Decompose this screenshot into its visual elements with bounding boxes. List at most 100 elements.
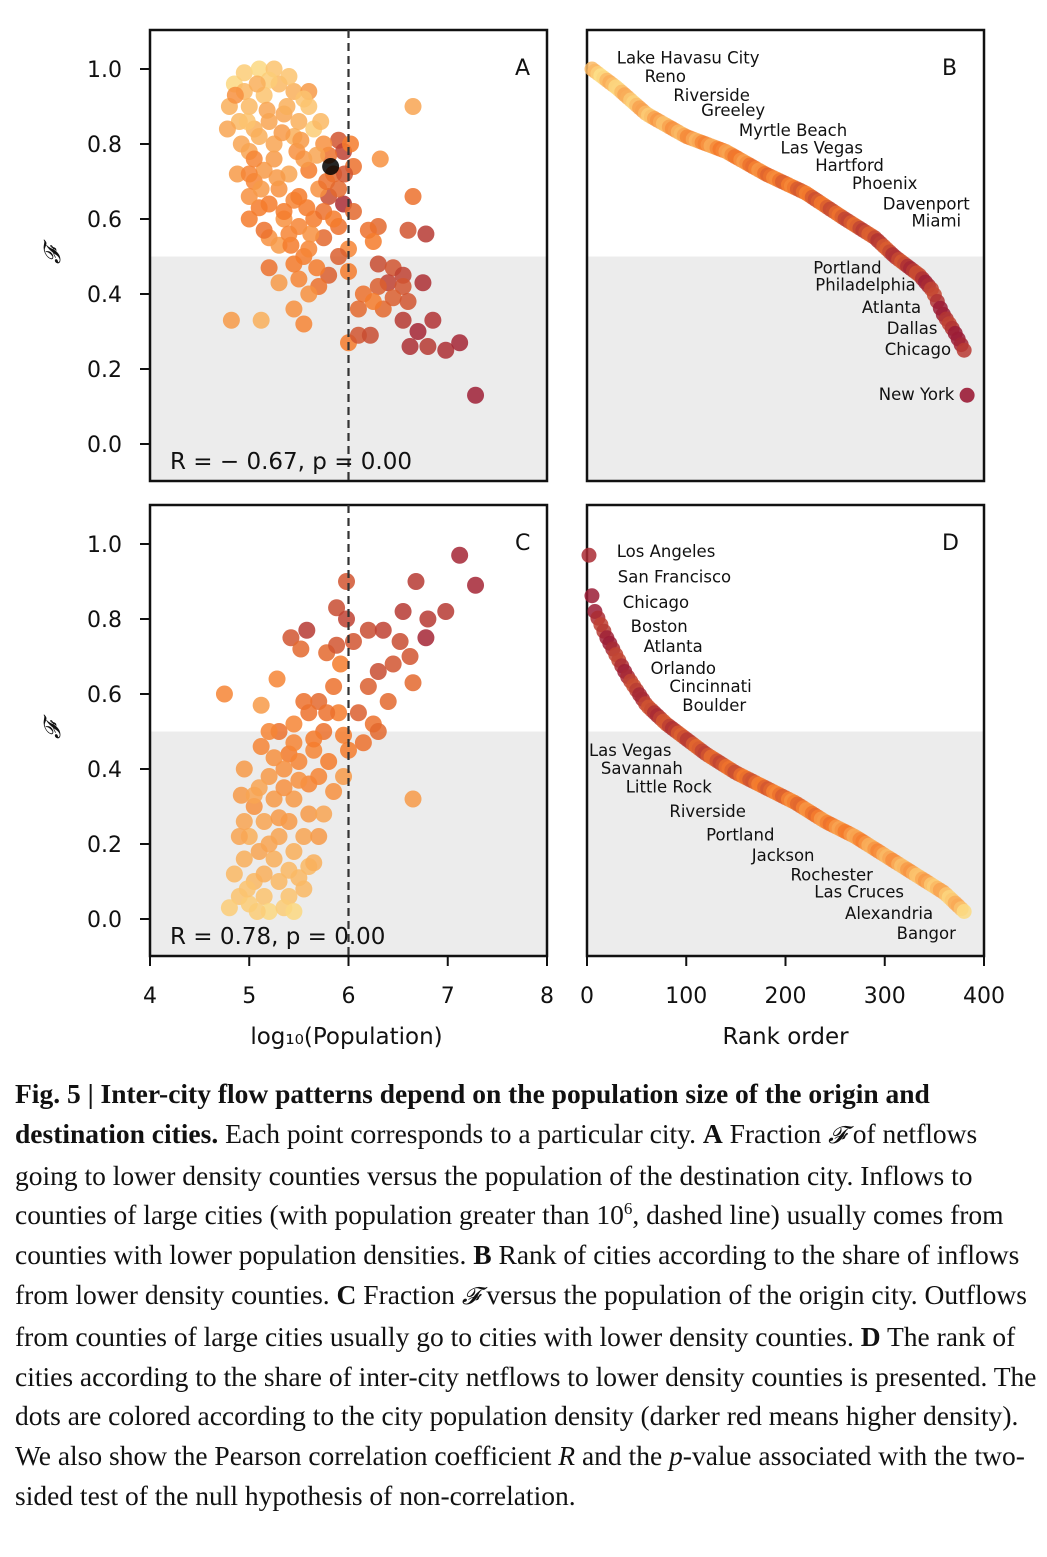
data-point — [305, 854, 323, 872]
y-tick-label: 0.8 — [87, 133, 122, 158]
city-label: Phoenix — [852, 174, 918, 193]
data-point — [451, 334, 469, 352]
data-point — [467, 386, 485, 404]
data-point — [394, 603, 412, 620]
city-label: Myrtle Beach — [739, 121, 847, 140]
data-point — [320, 753, 338, 770]
data-point — [414, 274, 432, 292]
caption-c-text-1: Fraction — [356, 1278, 462, 1310]
city-label: Lake Havasu City — [617, 48, 760, 67]
city-label: Chicago — [623, 593, 689, 612]
data-point — [215, 685, 233, 703]
city-label: Philadelphia — [815, 275, 916, 294]
caption-c-letter: C — [336, 1278, 357, 1310]
data-point — [325, 678, 343, 695]
data-point — [394, 278, 412, 295]
data-point — [384, 655, 402, 673]
y-tick-label: 0.6 — [87, 683, 122, 708]
data-point — [268, 169, 286, 187]
x-tick-label: 4 — [143, 984, 157, 1009]
data-point — [359, 621, 377, 639]
data-point — [322, 158, 340, 175]
data-point — [300, 240, 318, 258]
data-point — [220, 899, 238, 917]
data-point — [226, 86, 244, 104]
data-point — [379, 693, 397, 710]
data-point — [240, 210, 258, 228]
city-label: Riverside — [673, 86, 750, 105]
y-tick-label: 0.2 — [87, 358, 122, 383]
y-tick-label: 0.2 — [87, 833, 122, 858]
y-axis-label: 𝓕 — [40, 239, 66, 264]
data-point — [300, 704, 318, 722]
y-tick-label: 1.0 — [87, 533, 122, 558]
data-point — [298, 199, 316, 217]
data-point — [245, 786, 263, 804]
data-point — [270, 236, 288, 254]
data-point — [581, 547, 597, 563]
panel-b: Lake Havasu CityRenoRiversideGreeleyMyrt… — [584, 28, 986, 483]
data-point — [248, 903, 266, 920]
x-axis-label: Rank order — [722, 1024, 849, 1050]
city-label: San Francisco — [618, 568, 731, 587]
caption-d-letter: D — [860, 1320, 881, 1352]
data-point — [248, 75, 266, 93]
data-point — [956, 904, 972, 919]
data-point — [399, 221, 417, 239]
y-tick-label: 0.4 — [87, 283, 122, 308]
caption-c-text-2: versus the population of the origin city… — [15, 1278, 1027, 1352]
caption-f-symbol-2: 𝓕 — [461, 1281, 480, 1310]
data-point — [369, 255, 387, 273]
data-point — [280, 68, 298, 85]
caption-r-symbol: R — [558, 1440, 576, 1472]
data-point — [419, 338, 437, 355]
city-label: Los Angeles — [617, 542, 716, 561]
data-point — [305, 730, 323, 748]
data-point — [419, 610, 437, 628]
city-label: Davenport — [883, 195, 971, 214]
data-point — [258, 101, 276, 119]
data-point — [404, 674, 422, 692]
data-point — [235, 813, 253, 830]
panel-letter: C — [515, 531, 530, 556]
x-tick-label: 300 — [864, 984, 906, 1009]
data-point — [349, 326, 367, 344]
data-point — [424, 311, 442, 329]
data-point — [255, 813, 273, 830]
city-label: Atlanta — [644, 637, 703, 656]
data-point — [278, 98, 296, 115]
city-label: Las Cruces — [814, 883, 904, 902]
data-point — [290, 270, 308, 288]
city-label: Chicago — [885, 340, 951, 359]
data-point — [391, 633, 409, 650]
data-point — [285, 300, 303, 318]
data-point — [298, 621, 316, 639]
data-point — [330, 248, 348, 265]
panel-d: Los Angeles San Francisco Chicago BostonAtl… — [580, 503, 1005, 1050]
city-label: Portland — [813, 258, 881, 277]
panel-letter: D — [942, 531, 959, 556]
data-point — [330, 180, 348, 198]
figure-panels: 0.0 0.2 0.4 0.6 0.8 1.0 𝓕 R = − 0.67, p = 0.00 A… — [40, 28, 1005, 1050]
data-point — [265, 749, 283, 767]
caption-b-letter: B — [473, 1239, 492, 1271]
data-point — [371, 150, 389, 168]
data-point — [238, 113, 256, 130]
correlation-annotation: R = 0.78, p = 0.00 — [170, 924, 385, 950]
data-point — [338, 573, 356, 590]
data-point — [325, 210, 343, 228]
data-point — [285, 903, 303, 920]
city-label: New York — [879, 385, 955, 404]
data-point — [280, 225, 298, 243]
x-tick-label: 7 — [441, 984, 455, 1009]
data-point — [260, 195, 278, 213]
city-label: Little Rock — [626, 777, 713, 796]
city-label: Reno — [645, 67, 686, 86]
data-point — [369, 723, 387, 740]
data-point — [275, 779, 293, 797]
data-point — [290, 771, 308, 789]
x-tick-label: 6 — [342, 984, 356, 1009]
data-point — [290, 113, 308, 130]
data-point — [308, 146, 326, 164]
x-tick-label: 100 — [665, 984, 707, 1009]
